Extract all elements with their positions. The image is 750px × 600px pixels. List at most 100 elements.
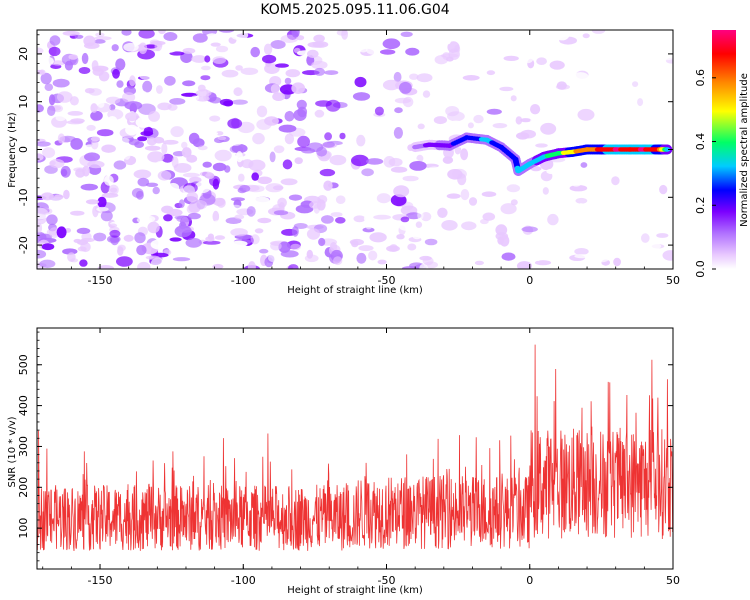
- spectrogram-cell: [534, 260, 552, 266]
- spectrogram-cell: [445, 106, 460, 117]
- spectrogram-cell: [159, 45, 178, 53]
- spectrogram-cell: [542, 187, 549, 195]
- spectrogram-cell: [241, 159, 254, 169]
- spectrogram-cell: [227, 118, 243, 129]
- y-tick-label: -20: [17, 236, 30, 254]
- spectrogram-cell: [363, 215, 371, 223]
- spectrogram-cell: [656, 56, 673, 61]
- spectrogram-cell: [212, 162, 227, 172]
- spectrogram-cell: [427, 166, 441, 172]
- spectrogram-cell: [416, 73, 433, 83]
- spectrogram-cell: [322, 141, 335, 148]
- spectrogram-cell: [123, 149, 131, 160]
- spectrogram-cell: [377, 259, 387, 265]
- spectrogram-cell: [136, 190, 144, 200]
- spectrogram-cell: [569, 185, 588, 192]
- spectrogram-cell: [314, 67, 325, 76]
- spectrogram-cell: [582, 33, 590, 39]
- spectrogram-cell: [662, 250, 673, 261]
- spectrogram-cell: [354, 76, 367, 88]
- spectrogram-cell: [461, 221, 477, 231]
- spectrogram-cell: [204, 33, 220, 43]
- spectrogram-cell: [341, 30, 348, 40]
- spectrogram-cell: [90, 103, 98, 113]
- spectrogram-cell: [659, 184, 668, 195]
- spectrogram-cell: [254, 196, 270, 206]
- spectrogram-cell: [448, 48, 460, 60]
- spectrogram-cell: [474, 35, 491, 47]
- spectrogram-cell: [482, 212, 496, 221]
- spectrogram-cell: [157, 170, 172, 181]
- spectrogram-cell: [557, 234, 570, 246]
- snr-frame: [36, 327, 674, 570]
- spectrogram-cell: [164, 75, 176, 86]
- spectrogram-cell: [238, 173, 245, 182]
- spectrogram-cell: [215, 45, 229, 53]
- spectrogram-cell: [509, 137, 520, 144]
- spectrogram-cell: [652, 84, 663, 90]
- spectrogram-cell: [353, 215, 366, 223]
- spectrogram-cell: [369, 232, 387, 243]
- spectrogram-cell: [65, 228, 72, 233]
- spectrogram-cell: [623, 65, 636, 72]
- spectrogram-cell: [366, 158, 384, 165]
- spectrogram-cell: [231, 143, 248, 154]
- spectrogram-cell: [188, 132, 200, 145]
- spectrogram-cell: [84, 152, 100, 162]
- spectrogram-cell: [263, 43, 273, 55]
- spectrogram-cell: [449, 259, 463, 267]
- spectrogram-cell: [512, 79, 522, 91]
- spectrogram-cell: [574, 254, 590, 259]
- spectrogram-cell: [107, 116, 118, 126]
- spectrogram-cell: [121, 30, 132, 36]
- spectrogram-cell: [510, 243, 522, 253]
- spectrogram-cell: [285, 69, 301, 78]
- spectrogram-cell: [70, 210, 85, 216]
- spectrogram-cell: [460, 189, 470, 201]
- spectrogram-cell: [626, 54, 633, 65]
- spectrogram-cell: [174, 225, 192, 238]
- spectrogram-cell: [591, 30, 606, 34]
- spectrogram-cell: [194, 181, 211, 194]
- spectrogram-cell: [268, 253, 285, 263]
- colorbar-gradient: [712, 30, 736, 269]
- spectrogram-cell: [520, 118, 532, 123]
- spectrogram-cell: [257, 176, 272, 185]
- snr-x-ticks: -150 -100 -50 0 50: [42, 328, 680, 587]
- spectrogram-cell: [364, 75, 378, 84]
- spectrogram-cell: [39, 259, 56, 268]
- spectrogram-cell: [641, 233, 650, 243]
- spectrogram-cell: [335, 195, 346, 204]
- spectrogram-cell: [256, 119, 272, 130]
- spectrogram-cell: [600, 72, 608, 80]
- spectrogram-x-axis-label: Height of straight line (km): [287, 285, 423, 296]
- spectrogram-cell: [376, 193, 391, 204]
- spectrogram-cell: [388, 157, 403, 167]
- spectrogram-cell: [311, 60, 328, 70]
- spectrogram-cell: [109, 229, 121, 238]
- colorbar: 0.0 0.2 0.4 0.6 Normalized spectral amplitu…: [694, 30, 750, 278]
- spectrogram-cell: [409, 161, 427, 171]
- spectrogram-cell: [278, 241, 291, 253]
- spectrogram-cell: [451, 59, 469, 71]
- spectrogram-cell: [135, 116, 152, 128]
- spectrogram-cell: [123, 42, 139, 52]
- spectrogram-cell: [261, 30, 278, 37]
- spectrogram-cell: [54, 194, 64, 200]
- spectrogram-cell: [49, 158, 65, 169]
- spectrogram-cell: [163, 32, 178, 41]
- spectrogram-cell: [459, 252, 476, 258]
- spectrogram-cell: [516, 261, 533, 269]
- spectrogram-cell: [393, 126, 403, 139]
- spectrogram-cell: [239, 185, 251, 193]
- spectrogram-cell: [405, 47, 420, 56]
- spectrogram-cell: [424, 238, 438, 246]
- spectrogram-cell: [360, 113, 368, 119]
- spectrogram-cell: [536, 57, 547, 65]
- spectrogram-cell: [197, 145, 208, 151]
- spectrogram-cell: [257, 217, 272, 224]
- spectrogram-cell: [318, 237, 326, 247]
- spectrogram-cell: [234, 214, 245, 220]
- spectrogram-cell: [60, 165, 71, 178]
- y-tick-label: 300: [17, 436, 30, 457]
